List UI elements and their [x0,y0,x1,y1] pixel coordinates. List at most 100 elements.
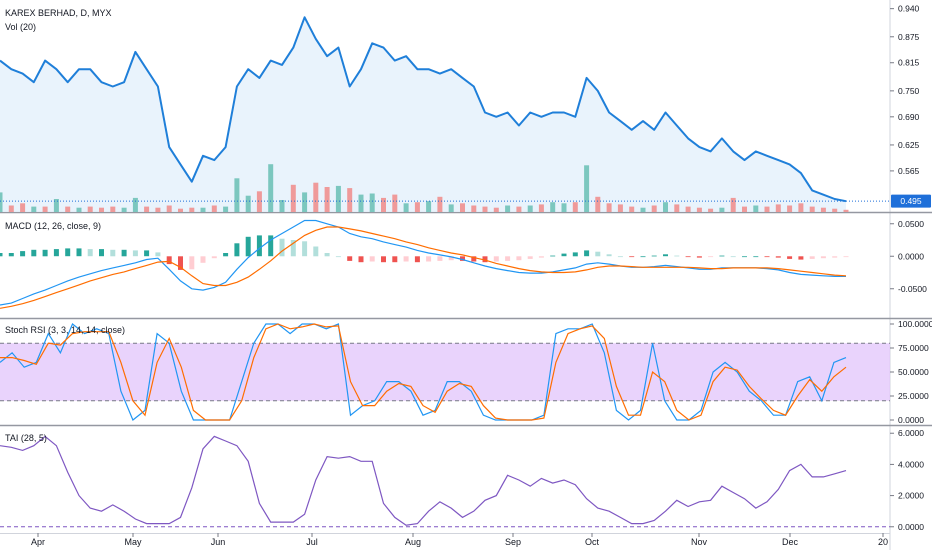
tai-line[interactable] [0,435,847,526]
volume-bar [674,204,680,212]
volume-bar [437,196,443,212]
time-tick-label: Apr [31,537,45,547]
axis-tick-label: 0.0000 [898,415,924,425]
time-tick-label: Nov [691,537,708,547]
volume-bar [324,187,330,212]
macd-legend[interactable]: MACD (12, 26, close, 9) [5,221,101,231]
volume-bar [65,206,71,212]
volume-bar [403,203,409,212]
time-tick-label: Aug [405,537,421,547]
macd-histogram-bar [572,252,578,257]
volume-bar [87,206,93,212]
price-scale[interactable]: 0.940 0.875 0.815 0.750 0.690 0.625 0.565 0.050… [890,4,932,532]
stoch-rsi-legend[interactable]: Stoch RSI (3, 3, 14, 14, close) [5,325,125,335]
macd-histogram-bar [144,250,150,257]
volume-bar [335,185,341,212]
last-price-badge [891,194,931,208]
volume-bar [268,164,274,212]
stoch-rsi-panel[interactable] [0,323,890,421]
volume-bar [31,206,37,212]
volume-bar [764,206,770,212]
macd-histogram-bar [369,256,375,262]
macd-panel[interactable] [0,219,849,309]
macd-histogram-bar [76,248,82,257]
price-area [0,17,846,212]
time-tick-label: Jul [306,537,318,547]
macd-histogram-bar [87,249,93,257]
stoch-d-line[interactable] [0,323,847,421]
volume-bar [787,205,793,212]
axis-tick-label: 25.0000 [898,391,929,401]
volume-bars [0,164,849,212]
macd-histogram-bar [550,255,556,257]
macd-histogram-bar [663,254,668,257]
volume-bar [730,197,736,212]
macd-histogram-bar [313,246,319,257]
macd-histogram-bar [155,252,161,257]
macd-histogram-bar [279,238,285,257]
volume-bar [110,206,116,212]
volume-bar [223,206,229,212]
signal-line[interactable] [0,226,847,309]
axis-tick-label: 0.0000 [898,251,924,261]
volume-bar [414,202,420,212]
macd-histogram-bar [245,236,251,257]
tai-legend[interactable]: TAI (28, 5) [5,433,47,443]
macd-histogram-bar [166,256,172,265]
macd-histogram-bar [290,240,296,257]
time-tick-label: Dec [782,537,799,547]
volume-legend[interactable]: Vol (20) [5,22,36,32]
macd-histogram-bar [110,249,116,257]
volume-bar [617,204,623,212]
volume-bar [313,182,319,212]
volume-bar [685,206,691,212]
volume-bar [132,197,138,212]
macd-histogram-bar [595,251,601,257]
macd-histogram-bar [31,249,37,257]
macd-histogram-bar [527,256,533,259]
volume-bar [606,203,612,212]
volume-bar [719,207,725,212]
volume-bar [53,199,59,212]
volume-bar [538,204,544,212]
volume-bar [155,207,161,212]
price-panel[interactable] [0,16,847,212]
volume-bar [189,207,195,212]
volume-bar [584,165,590,212]
tai-panel[interactable] [0,435,890,528]
volume-bar [809,206,815,212]
volume-bar [121,207,127,212]
macd-histogram-bar [843,256,849,258]
volume-bar [527,205,533,212]
volume-bar [843,209,849,212]
axis-tick-label: 100.0000 [898,319,932,329]
axis-tick-label: 0.875 [898,32,920,42]
macd-histogram-bar [381,256,386,263]
volume-bar [178,208,183,212]
time-tick-label: 20 [878,537,888,547]
macd-histogram-bar [335,256,341,258]
macd-line[interactable] [0,219,846,306]
volume-bar [347,188,353,212]
stoch-k-line[interactable] [0,323,847,421]
symbol-legend[interactable]: KAREX BERHAD, D, MYX [5,8,112,18]
macd-histogram-bar [516,256,522,261]
volume-bar [471,205,477,212]
macd-histogram-bar [787,256,793,259]
volume-bar [629,206,635,212]
macd-histogram-bar [719,255,725,257]
time-tick-label: Sep [505,537,521,547]
last-price-value: 0.495 [900,196,922,206]
macd-histogram-bar [234,243,240,257]
price-line[interactable] [0,16,847,203]
volume-bar [550,202,556,212]
volume-bar [42,206,48,212]
macd-histogram-bar [730,256,736,258]
macd-histogram-bar [832,256,838,258]
axis-tick-label: 50.0000 [898,367,929,377]
macd-histogram-bar [99,249,104,257]
macd-histogram-bar [426,256,432,262]
axis-tick-label: 0.690 [898,112,920,122]
time-scale[interactable]: Apr May Jun Jul Aug Sep Oct Nov Dec 20 [31,533,888,547]
